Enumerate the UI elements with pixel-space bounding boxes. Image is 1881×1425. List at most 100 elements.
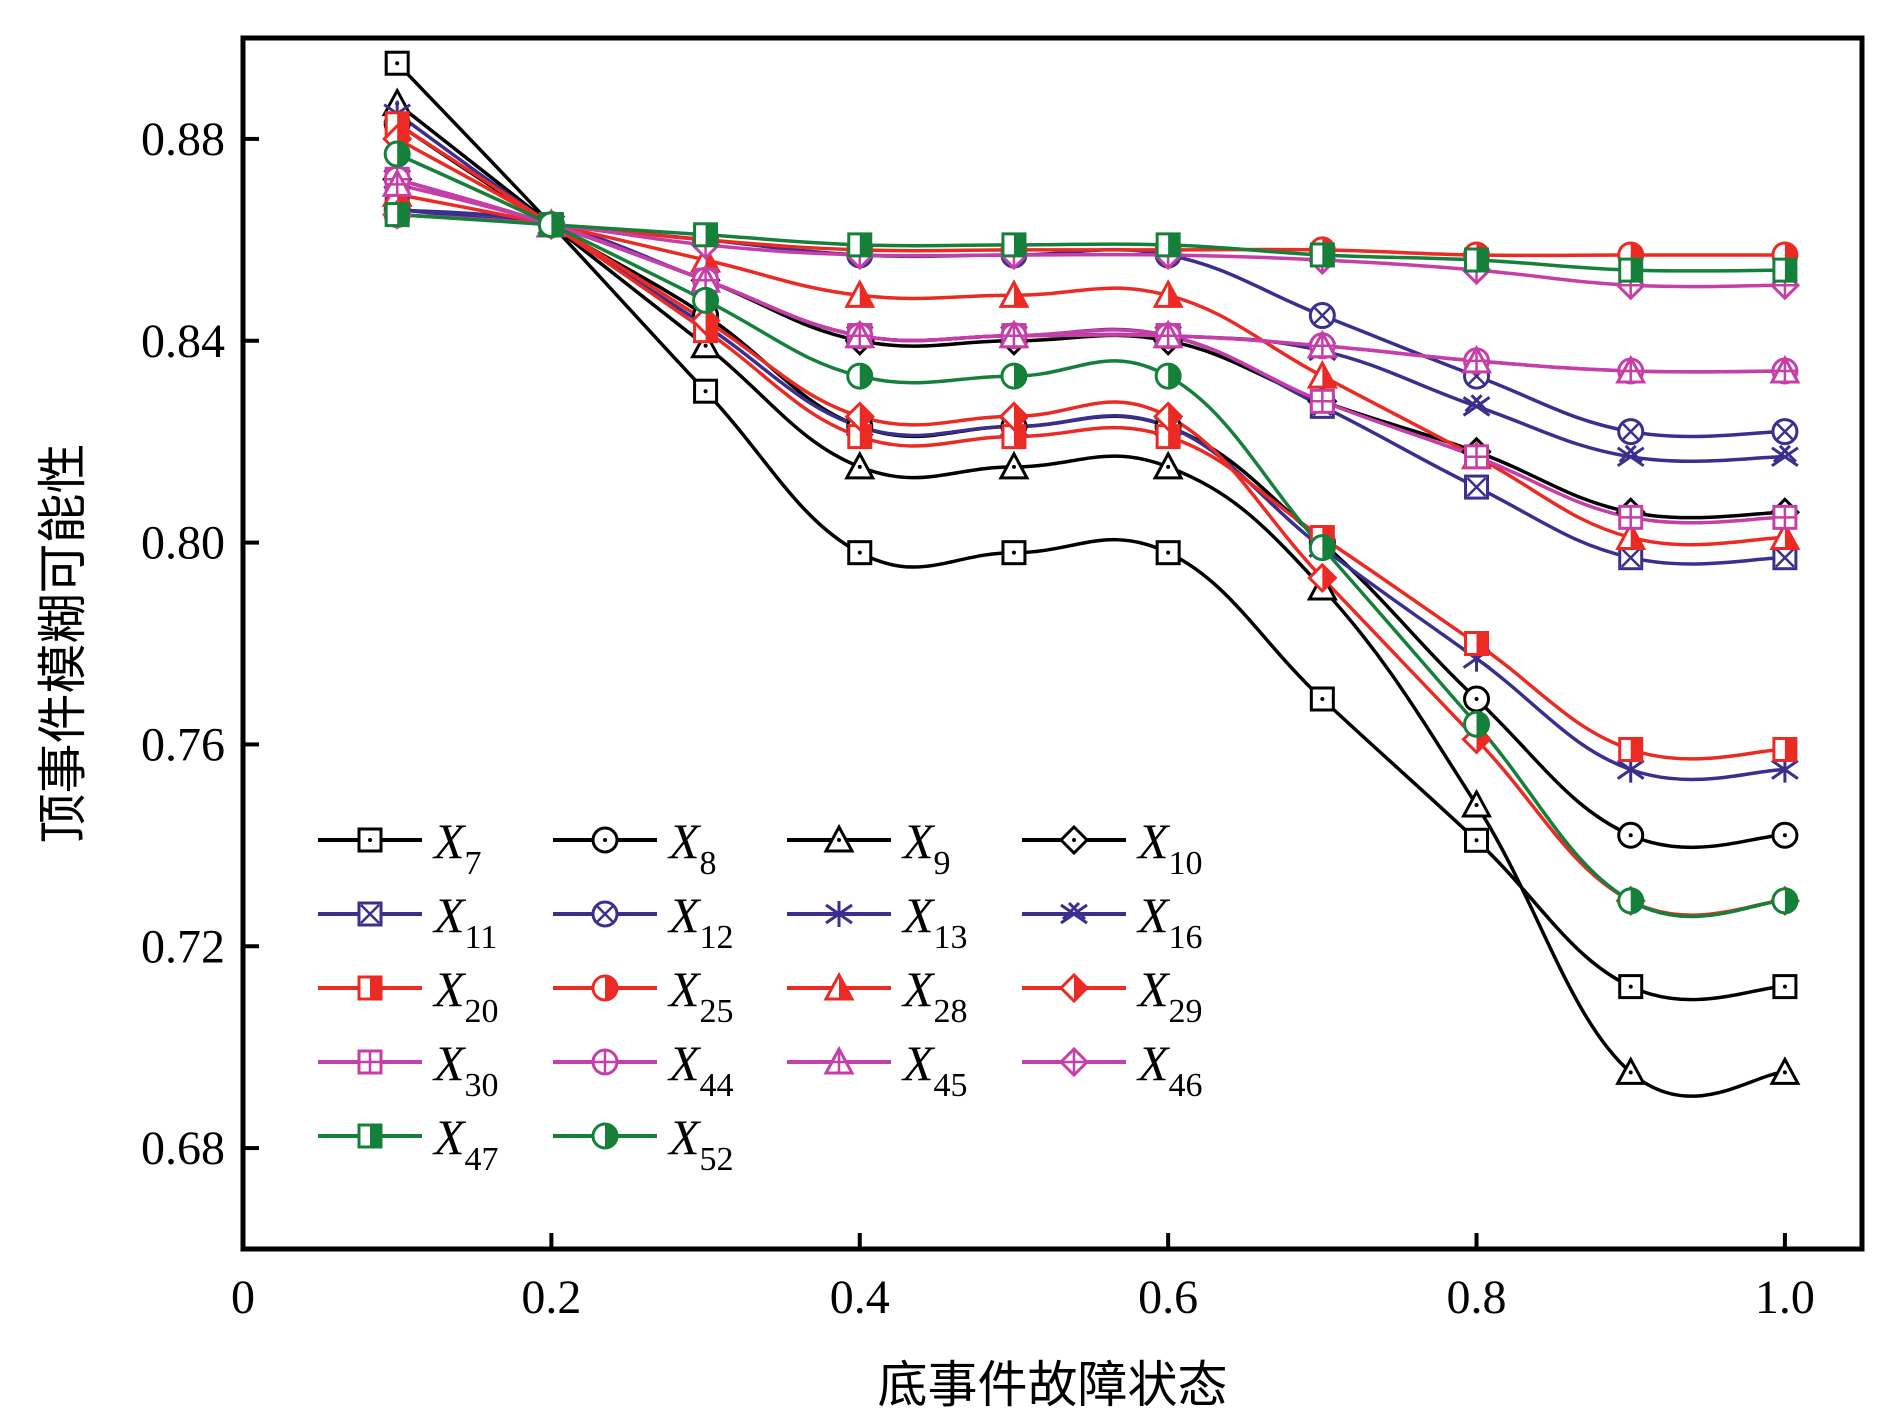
y-tick-label: 0.76 [141,718,225,771]
legend-label: X9 [901,813,951,882]
x-tick-label: 0.4 [830,1271,890,1324]
legend-swatch-marker [591,1122,619,1150]
data-point-x45 [1306,329,1338,359]
data-point-x28 [1615,521,1647,551]
data-point-x45 [1769,354,1801,384]
legend-label-main: X [901,961,936,1017]
data-point-x30 [1772,504,1798,530]
series-markers-layer [381,50,1801,1085]
legend-item-x10: X10 [1022,813,1203,882]
data-point-x30 [1464,444,1490,470]
data-point-x28 [844,279,876,308]
y-tick-label: 0.80 [141,517,225,570]
legend-item-x16: X16 [1022,887,1203,956]
legend-swatch-marker [591,1048,619,1076]
series-line-x47 [397,212,1785,273]
legend-label-main: X [667,887,702,943]
legend-label-main: X [432,1109,467,1165]
data-point-x11 [1464,474,1490,500]
data-point-x8 [1463,685,1491,713]
legend-label-subscript: 52 [700,1141,734,1178]
legend-label-main: X [1136,961,1171,1017]
legend-label-main: X [432,961,467,1017]
data-point-x52 [383,140,411,168]
data-point-x47 [693,222,719,248]
data-point-x7 [1001,540,1027,566]
legend-item-x47: X47 [318,1109,499,1178]
series-lines-layer [395,61,1785,1098]
legend-label: X16 [1136,887,1203,956]
legend-label: X28 [901,961,968,1030]
legend-item-x12: X12 [553,887,734,956]
y-axis-title: 顶事件模糊可能性 [35,444,91,844]
legend-swatch-marker [1058,972,1090,1004]
data-point-x8 [1771,821,1799,849]
legend-swatch-marker [825,901,853,927]
legend-swatch-marker [591,900,619,928]
legend-item-x44: X44 [553,1035,734,1104]
legend-label-subscript: 10 [1169,845,1203,882]
data-point-x9 [844,450,876,480]
legend-label: X25 [667,961,734,1030]
y-tick-label: 0.68 [141,1122,225,1175]
legend-label: X52 [667,1109,734,1178]
data-point-x47 [1618,257,1644,283]
legend-swatch-marker [357,901,383,927]
y-tick-label: 0.88 [141,113,225,166]
legend-item-x29: X29 [1022,961,1203,1030]
legend-label-main: X [1136,887,1171,943]
legend-label-subscript: 16 [1169,919,1203,956]
data-point-x29 [690,305,721,336]
data-point-x20 [1618,736,1644,762]
data-point-x7 [1464,827,1490,853]
data-point-x28 [1152,279,1184,308]
legend-item-x9: X9 [787,813,951,882]
data-point-x12 [1308,302,1336,330]
data-point-x20 [1464,631,1490,656]
data-point-x52 [1617,887,1645,915]
data-point-x9 [1152,450,1184,480]
data-point-x45 [998,319,1030,349]
data-point-x16 [1462,394,1491,417]
data-point-x29 [998,401,1030,432]
series-line-x25 [397,212,1785,258]
legend-item-x7: X7 [318,813,482,882]
data-point-x52 [1154,362,1182,390]
legend-label: X11 [432,887,497,956]
data-point-x28 [998,279,1030,308]
legend-label-subscript: 7 [465,845,482,882]
x-tick-label: 1.0 [1755,1271,1815,1324]
legend-swatch-marker [591,974,619,1002]
data-point-x30 [1618,504,1644,530]
data-point-x52 [1463,710,1491,738]
data-point-x29 [1153,401,1184,432]
data-point-x29 [844,401,875,432]
y-axis-ticks: 0.68 0.72 0.76 0.80 0.84 0.88 [141,113,259,1175]
data-point-x9 [998,450,1030,480]
data-point-x45 [844,319,876,349]
legend-label-main: X [432,887,467,943]
legend-label-main: X [667,1035,702,1091]
data-point-x52 [1771,887,1799,915]
data-point-x7 [384,50,410,76]
legend-label: X29 [1136,961,1203,1030]
legend-label: X47 [432,1109,499,1178]
legend-label-subscript: 44 [700,1067,734,1104]
data-point-x47 [847,232,873,258]
legend-item-x28: X28 [787,961,968,1030]
data-point-x7 [1772,974,1798,1000]
legend-label: X30 [432,1035,499,1104]
legend-swatch-marker [1058,1046,1090,1078]
legend-item-x8: X8 [553,813,717,882]
legend-swatch-marker [357,975,383,1001]
legend-label-subscript: 13 [934,919,968,956]
legend-label-main: X [667,961,702,1017]
legend-label-subscript: 47 [465,1141,499,1178]
legend-label-subscript: 9 [934,845,951,882]
data-point-x29 [1307,562,1338,594]
legend-label-main: X [667,1109,702,1165]
legend-label-subscript: 45 [934,1067,968,1104]
data-point-x47 [1772,257,1798,283]
legend-label-subscript: 20 [465,993,499,1030]
